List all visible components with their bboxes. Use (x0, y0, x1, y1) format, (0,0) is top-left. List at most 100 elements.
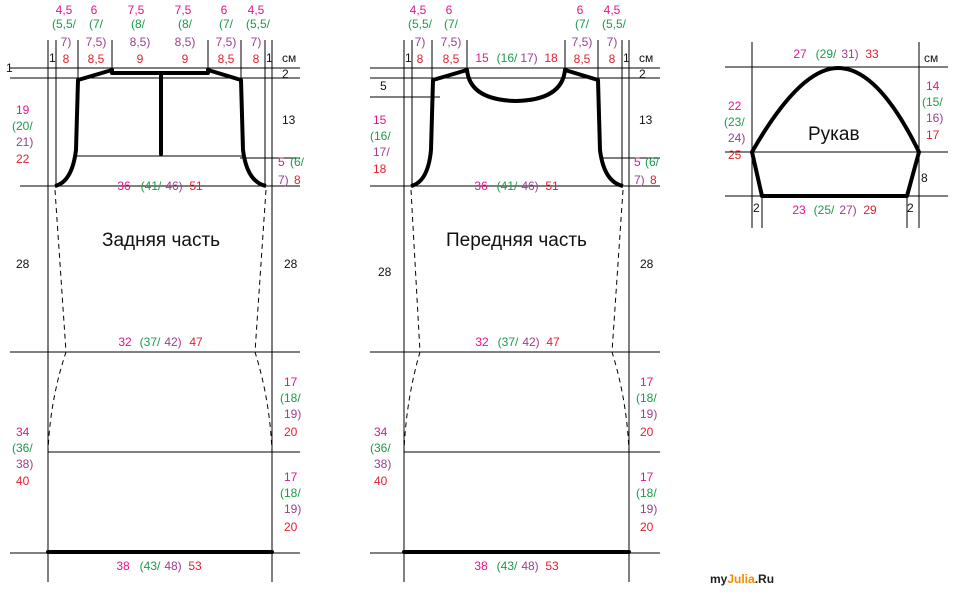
svg-text:6: 6 (221, 3, 228, 17)
back-margin-left: 1 (49, 51, 56, 65)
svg-text:(36/: (36/ (370, 441, 391, 455)
svg-text:(41/: (41/ (497, 179, 518, 193)
back-neck-right-label: 7,5 (8/ 8,5) 9 (175, 3, 196, 66)
front-margin-right: 1 (623, 51, 630, 65)
front-waist-width-label: 32 (37/ 42) 47 (475, 335, 560, 349)
svg-text:33: 33 (865, 47, 879, 61)
svg-text:19: 19 (16, 103, 30, 117)
svg-text:6: 6 (91, 3, 98, 17)
svg-text:8: 8 (253, 52, 260, 66)
sleeve-unit: см (924, 51, 938, 65)
front-upper-length-right: 28 (640, 257, 654, 271)
svg-text:5: 5 (634, 155, 641, 169)
svg-text:7): 7) (415, 35, 426, 49)
back-armhole-bind-label: 5 (6/ 7) 8 (278, 155, 305, 187)
back-margin-right: 1 (266, 51, 273, 65)
svg-text:(8/: (8/ (131, 17, 146, 31)
svg-text:19): 19) (640, 407, 657, 421)
svg-text:17: 17 (640, 470, 654, 484)
svg-text:42): 42) (522, 335, 539, 349)
svg-text:38: 38 (474, 559, 488, 573)
svg-text:7,5): 7,5) (441, 35, 462, 49)
back-segment-lower-label: 17 (18/ 19) 20 (280, 470, 301, 534)
svg-text:31): 31) (841, 47, 858, 61)
svg-text:myJulia.Ru: myJulia.Ru (710, 572, 774, 586)
front-upper-length-left: 28 (378, 265, 392, 279)
svg-text:40: 40 (16, 474, 30, 488)
svg-text:(29/: (29/ (816, 47, 837, 61)
svg-text:8,5: 8,5 (88, 52, 105, 66)
svg-text:(18/: (18/ (280, 391, 301, 405)
svg-text:(5,5/: (5,5/ (52, 17, 77, 31)
svg-text:46): 46) (521, 179, 538, 193)
back-armhole-left-label: 19 (20/ 21) 22 (12, 103, 33, 166)
svg-text:(5,5/: (5,5/ (408, 17, 433, 31)
svg-text:40: 40 (374, 474, 388, 488)
svg-text:48): 48) (164, 559, 181, 573)
svg-text:(18/: (18/ (280, 486, 301, 500)
back-top-left-margin: 1 (6, 61, 13, 75)
svg-text:7,5): 7,5) (216, 35, 237, 49)
svg-text:7): 7) (607, 35, 618, 49)
svg-text:6: 6 (577, 3, 584, 17)
svg-text:7,5: 7,5 (175, 3, 192, 17)
back-upper-length-right: 28 (284, 257, 298, 271)
svg-text:8,5: 8,5 (443, 52, 460, 66)
svg-text:(23/: (23/ (724, 115, 745, 129)
front-neck-drop: 5 (380, 79, 387, 93)
svg-text:22: 22 (728, 99, 742, 113)
sleeve-piece: Рукав 27 (29/ 31) 33 см 22 (23/ 24) 25 1… (724, 42, 948, 228)
sleeve-edge-right: 2 (907, 201, 914, 215)
svg-text:18: 18 (373, 162, 387, 176)
svg-text:7,5): 7,5) (572, 35, 593, 49)
svg-text:9: 9 (137, 52, 144, 66)
site-logo: myJulia.Ru (710, 572, 774, 586)
front-segment-lower-label: 17 (18/ 19) 20 (636, 470, 657, 534)
svg-text:(37/: (37/ (498, 335, 519, 349)
svg-text:27): 27) (839, 203, 856, 217)
svg-text:20: 20 (284, 520, 298, 534)
svg-text:(41/: (41/ (141, 179, 162, 193)
svg-text:20: 20 (640, 425, 654, 439)
svg-text:(8/: (8/ (178, 17, 193, 31)
svg-text:36: 36 (117, 179, 131, 193)
back-shoulder-right-label: 4,5 (5,5/ 7) 8 (246, 3, 271, 66)
svg-text:8,5: 8,5 (574, 52, 591, 66)
front-chest-width-label: 36 (41/ 46) 51 (474, 179, 559, 193)
svg-text:(43/: (43/ (497, 559, 518, 573)
front-armhole-left-label: 15 (16/ 17/ 18 (370, 113, 391, 176)
back-title: Задняя часть (102, 230, 220, 251)
front-unit: см (639, 51, 653, 65)
svg-text:(25/: (25/ (814, 203, 835, 217)
front-neck-depth: 2 (639, 67, 646, 81)
svg-text:20: 20 (284, 425, 298, 439)
svg-text:19): 19) (284, 502, 301, 516)
svg-text:(43/: (43/ (140, 559, 161, 573)
svg-text:15: 15 (475, 51, 489, 65)
svg-text:(20/: (20/ (12, 119, 33, 133)
back-unit: см (282, 51, 296, 65)
front-shoulder-right-label: 4,5 (5,5/ 7) 8 (602, 3, 627, 66)
svg-text:8: 8 (650, 173, 657, 187)
front-title: Передняя часть (446, 230, 587, 251)
svg-text:48): 48) (521, 559, 538, 573)
svg-text:4,5: 4,5 (56, 3, 73, 17)
svg-text:34: 34 (16, 425, 30, 439)
front-armhole-bind-label: 5 (6/ 7) 8 (634, 155, 660, 187)
svg-text:34: 34 (374, 425, 388, 439)
svg-text:16): 16) (926, 111, 943, 125)
svg-text:17: 17 (640, 375, 654, 389)
back-chest-width-label: 36 (41/ 46) 51 (117, 179, 203, 193)
sleeve-cuff-width-label: 23 (25/ 27) 29 (792, 203, 877, 217)
back-lower-left-label: 34 (36/ 38) 40 (12, 425, 33, 488)
svg-text:6: 6 (446, 3, 453, 17)
svg-text:(6/: (6/ (645, 155, 660, 169)
svg-text:36: 36 (474, 179, 488, 193)
svg-text:5: 5 (278, 155, 285, 169)
svg-text:(15/: (15/ (922, 95, 943, 109)
svg-text:47: 47 (546, 335, 560, 349)
svg-text:38): 38) (374, 457, 391, 471)
svg-text:(7/: (7/ (575, 17, 590, 31)
svg-text:27: 27 (793, 47, 807, 61)
svg-text:(18/: (18/ (636, 391, 657, 405)
